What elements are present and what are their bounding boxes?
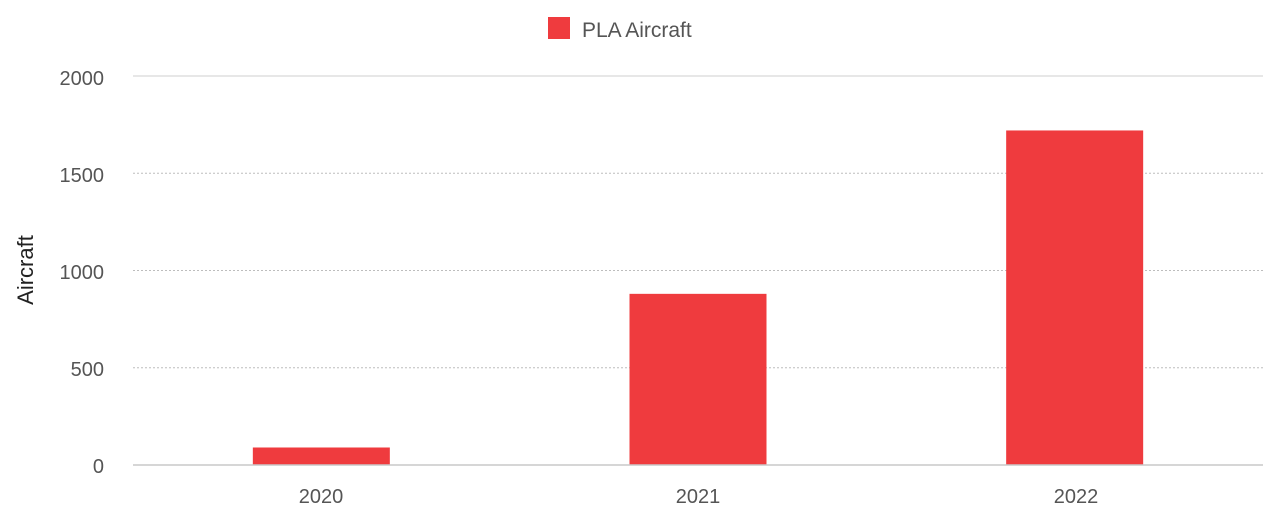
y-tick-label-2000: 2000 <box>60 68 105 90</box>
y-axis-title: Aircraft <box>13 235 38 305</box>
y-tick-label-0: 0 <box>93 456 104 478</box>
x-tick-labels: 2020 2021 2022 <box>299 486 1099 508</box>
bar-2021 <box>629 293 767 465</box>
legend: PLA Aircraft <box>548 17 692 42</box>
y-tick-labels: 0 500 1000 1500 2000 <box>60 68 105 478</box>
legend-label-pla-aircraft: PLA Aircraft <box>582 19 692 42</box>
bars <box>252 130 1144 465</box>
y-tick-label-1500: 1500 <box>60 165 105 187</box>
bar-2022 <box>1006 130 1144 465</box>
y-tick-label-500: 500 <box>71 359 104 381</box>
x-tick-label-2022: 2022 <box>1054 486 1099 508</box>
x-tick-label-2020: 2020 <box>299 486 344 508</box>
bar-2020 <box>252 447 390 465</box>
x-tick-label-2021: 2021 <box>676 486 721 508</box>
y-tick-label-1000: 1000 <box>60 262 105 284</box>
legend-swatch-pla-aircraft <box>548 17 570 39</box>
